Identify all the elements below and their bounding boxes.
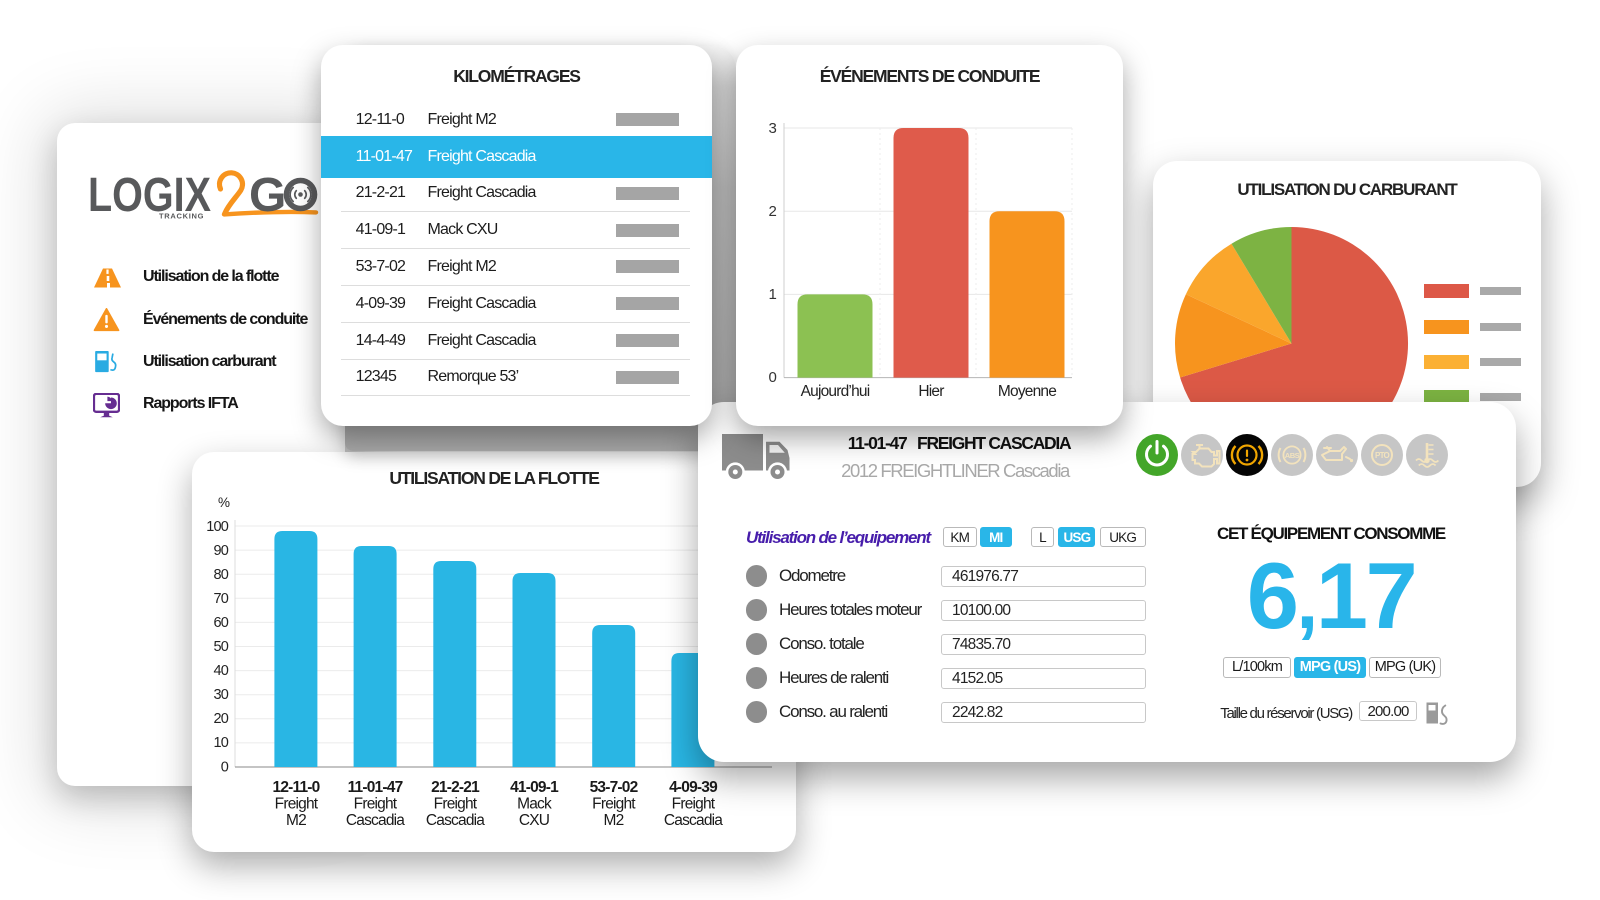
svg-text:Freight: Freight: [275, 796, 319, 813]
svg-text:0: 0: [221, 760, 229, 776]
svg-text:Cascadia: Cascadia: [426, 812, 485, 829]
svg-text:70: 70: [213, 591, 228, 607]
svg-text:Freight: Freight: [354, 796, 398, 813]
svg-text:11-01-47: 11-01-47: [348, 779, 403, 796]
svg-text:80: 80: [213, 567, 228, 583]
svg-text:100: 100: [206, 519, 229, 535]
svg-text:Freight: Freight: [592, 796, 636, 813]
svg-text:2: 2: [768, 203, 776, 220]
svg-text:10: 10: [213, 735, 228, 751]
svg-text:Freight: Freight: [434, 796, 478, 813]
svg-text:LOGIX: LOGIX: [88, 169, 211, 222]
svg-text:4-09-39: 4-09-39: [669, 779, 718, 796]
svg-text:%: %: [218, 495, 230, 510]
svg-text:Aujourd’hui: Aujourd’hui: [801, 383, 870, 400]
svg-text:40: 40: [213, 663, 228, 679]
svg-text:90: 90: [213, 543, 228, 559]
svg-text:3: 3: [768, 120, 776, 137]
svg-text:21-2-21: 21-2-21: [431, 779, 480, 796]
svg-text:M2: M2: [604, 812, 624, 829]
svg-text:1: 1: [768, 286, 776, 303]
svg-text:0: 0: [768, 369, 776, 386]
svg-text:53-7-02: 53-7-02: [590, 779, 638, 796]
svg-text:12-11-0: 12-11-0: [273, 779, 320, 796]
svg-text:Moyenne: Moyenne: [998, 383, 1056, 400]
svg-text:Cascadia: Cascadia: [346, 812, 405, 829]
svg-text:CXU: CXU: [519, 812, 549, 829]
svg-text:M2: M2: [286, 812, 306, 829]
svg-text:ABS: ABS: [1285, 451, 1300, 460]
svg-text:Freight: Freight: [672, 796, 716, 813]
svg-text:G: G: [249, 169, 286, 222]
svg-text:Cascadia: Cascadia: [664, 812, 723, 829]
svg-text:Hier: Hier: [918, 383, 944, 400]
svg-text:Mack: Mack: [517, 796, 552, 813]
svg-text:20: 20: [213, 711, 228, 727]
svg-text:TRACKING: TRACKING: [159, 212, 207, 221]
svg-text:60: 60: [213, 615, 228, 631]
svg-text:30: 30: [213, 687, 228, 703]
svg-text:41-09-1: 41-09-1: [510, 779, 559, 796]
svg-text:PTO: PTO: [1375, 451, 1389, 460]
svg-text:50: 50: [213, 639, 228, 655]
